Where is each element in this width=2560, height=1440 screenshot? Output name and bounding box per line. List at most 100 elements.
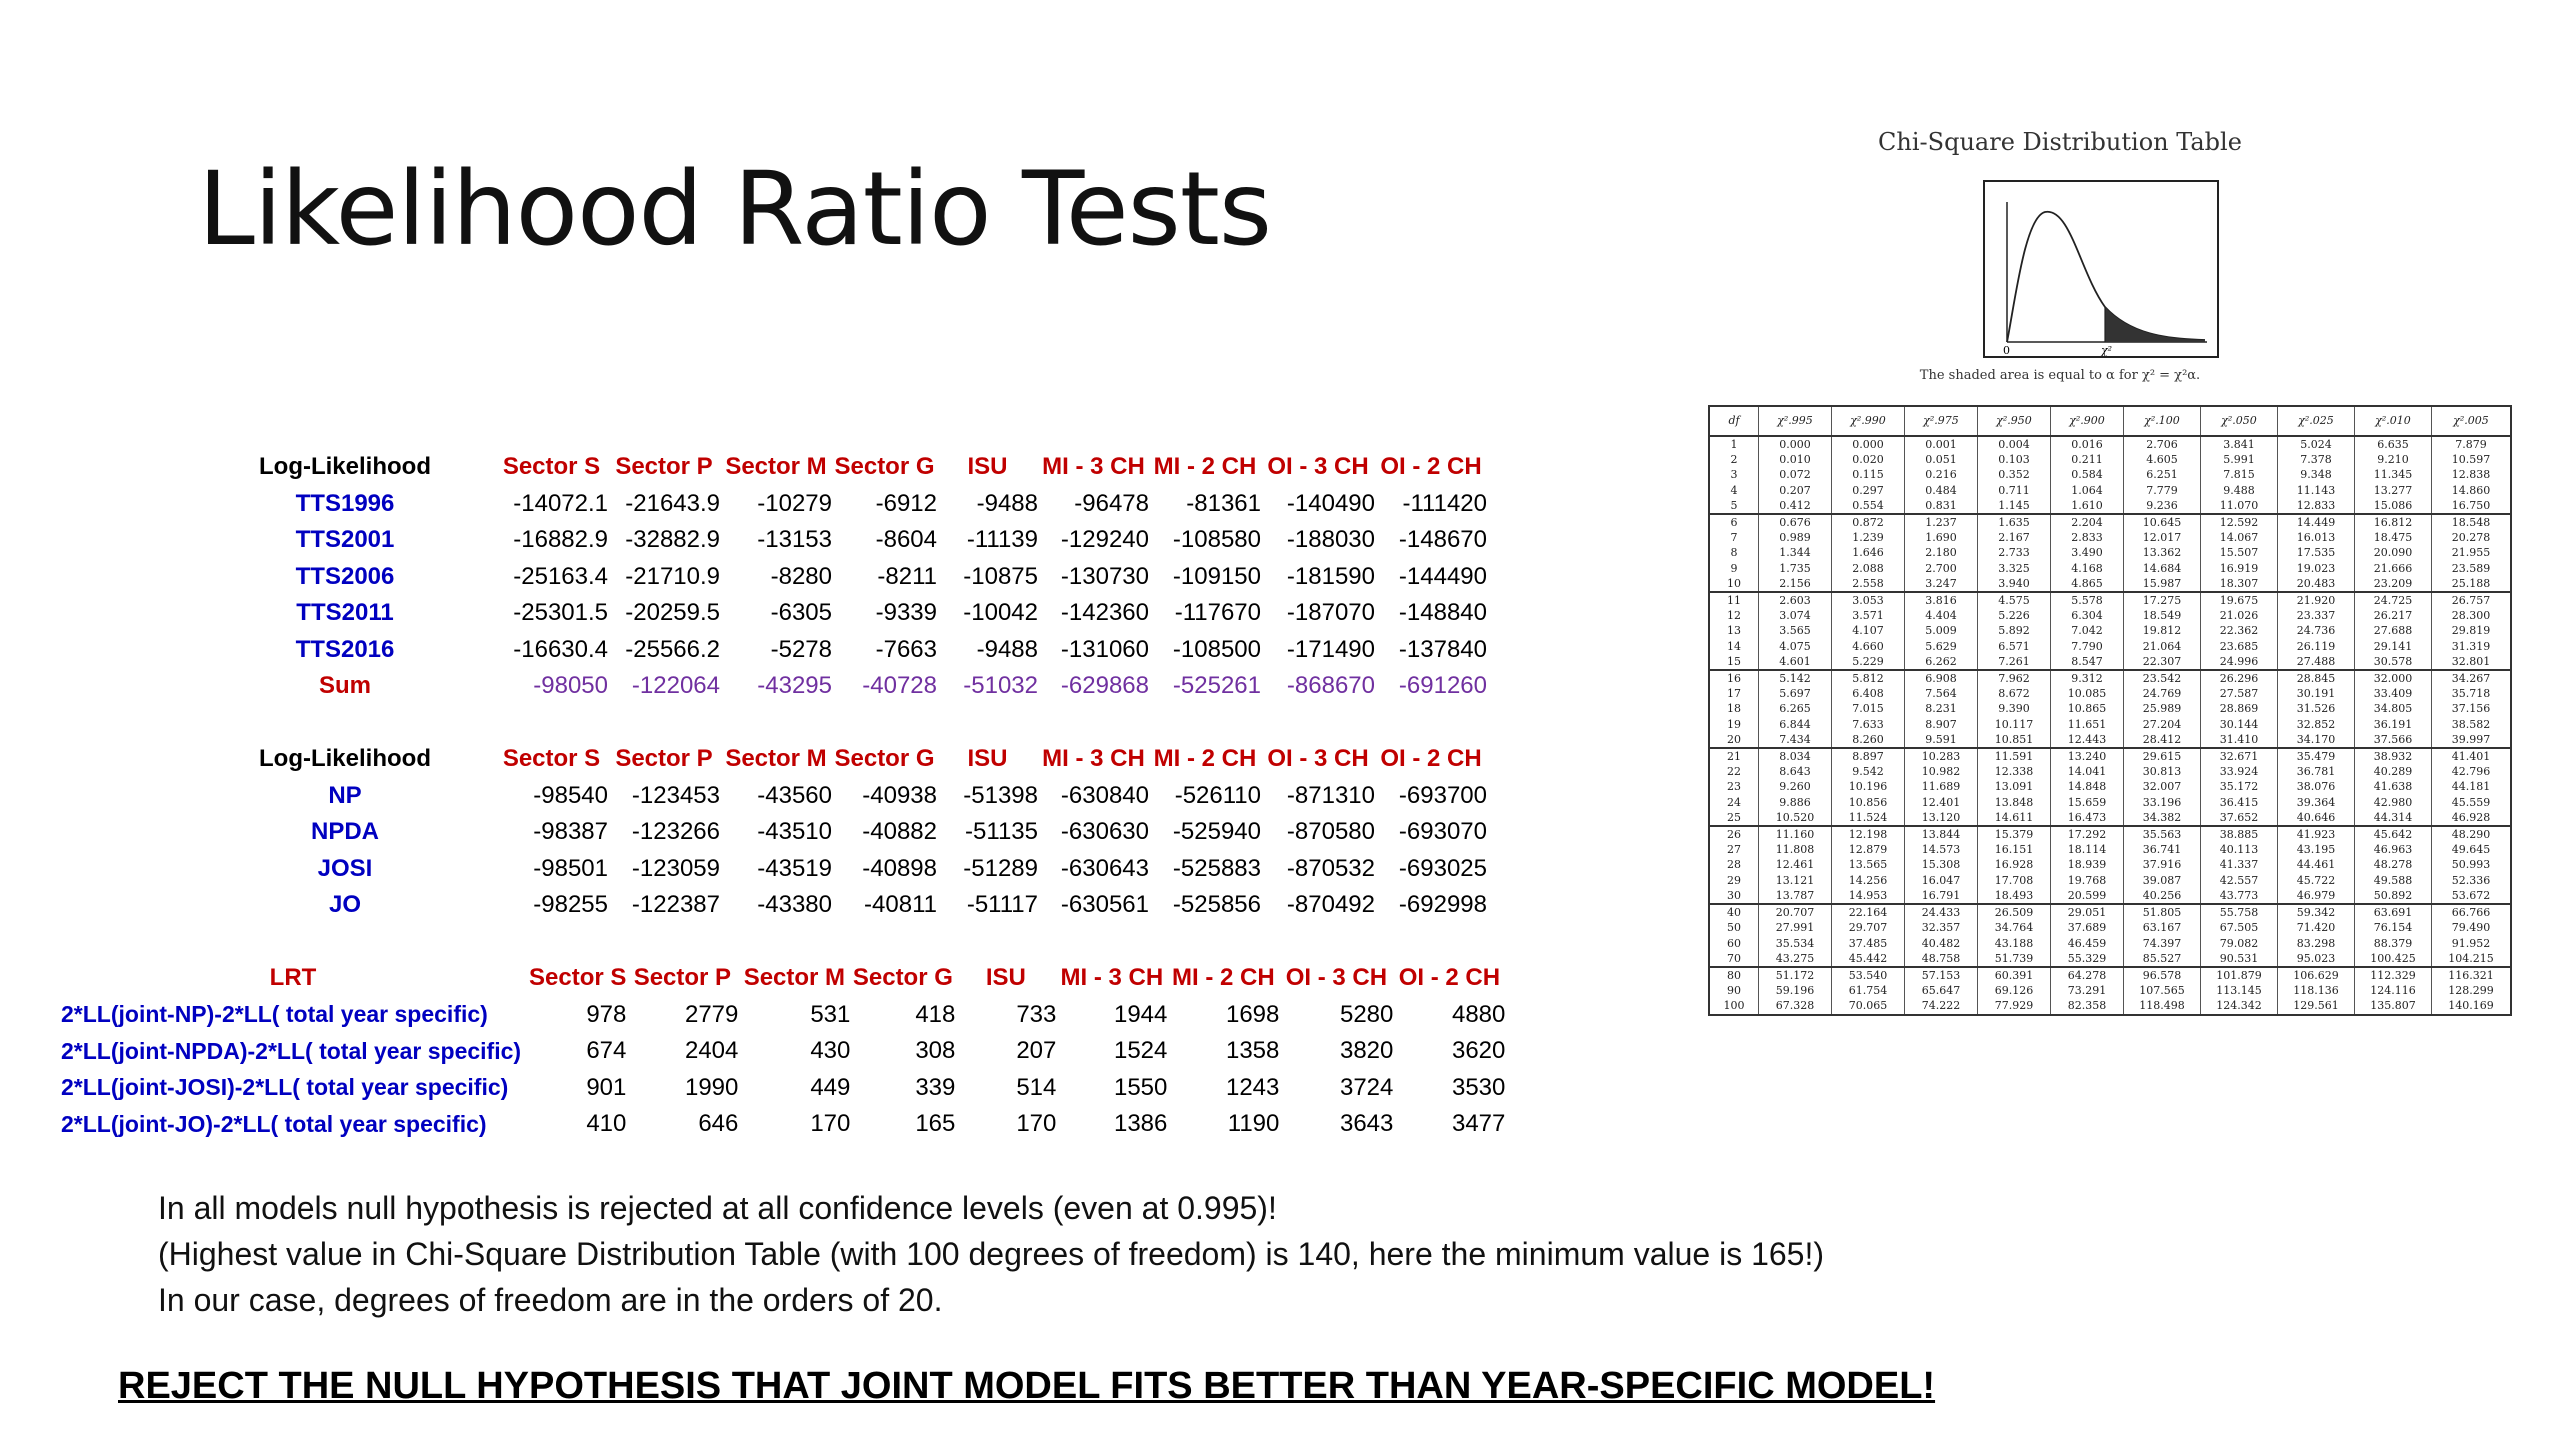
chi-value-cell: 1.635	[1977, 514, 2051, 531]
chi-value-cell: 26.296	[2200, 670, 2278, 687]
chi-column-header: χ².990	[1831, 406, 1905, 437]
chi-table-row: 21 8.034 8.897 10.283 11.591 13.240 29.615 32.6…	[1708, 748, 2511, 765]
cell: 674	[586, 1037, 627, 1065]
chi-value-cell: 12.017	[2123, 530, 2201, 546]
cell: -525940	[1172, 818, 1261, 846]
chi-value-cell: 13.277	[2354, 482, 2432, 498]
chi-value-cell: 23.209	[2354, 575, 2432, 594]
chi-value-cell: 74.222	[1904, 998, 1978, 1015]
cell: 2404	[684, 1037, 739, 1065]
chi-value-cell: 12.198	[1831, 826, 1905, 843]
chi-value-cell: 49.588	[2354, 872, 2432, 888]
chi-square-table-figure: Chi-Square Distribution Table 0 χ² The s…	[1700, 120, 2520, 1170]
chi-df-cell: 24	[1708, 794, 1759, 810]
chi-value-cell: 118.136	[2277, 983, 2355, 999]
sum-cell: -40728	[862, 672, 937, 700]
chi-value-cell: 48.758	[1904, 950, 1978, 968]
cell: -13153	[757, 526, 832, 554]
row-label: 2*LL(joint-JO)-2*LL( total year specific…	[61, 1110, 487, 1137]
chi-df-cell: 30	[1708, 887, 1759, 906]
chi-value-cell: 20.090	[2354, 545, 2432, 561]
cell: 1698	[1225, 1000, 1280, 1028]
cell: -25301.5	[513, 599, 608, 627]
row-label: TTS1996	[295, 489, 395, 517]
chi-value-cell: 0.001	[1904, 436, 1978, 453]
cell: -140490	[1286, 489, 1375, 517]
chi-df-cell: 14	[1708, 638, 1759, 654]
chi-value-cell: 129.561	[2277, 998, 2355, 1015]
cell: 978	[586, 1000, 627, 1028]
chi-value-cell: 4.404	[1904, 608, 1978, 624]
chi-table-caption: The shaded area is equal to α for χ² = χ…	[1919, 368, 2201, 383]
chi-value-cell: 7.378	[2277, 452, 2355, 468]
chi-value-cell: 24.769	[2123, 686, 2201, 702]
chi-value-cell: 23.589	[2431, 560, 2511, 576]
row-label: TTS2016	[295, 635, 395, 663]
column-header: Sector S	[502, 453, 601, 481]
cell: 2779	[684, 1000, 739, 1028]
chi-value-cell: 46.928	[2431, 809, 2511, 828]
chi-value-cell: 40.256	[2123, 887, 2201, 906]
column-header: ISU	[967, 745, 1008, 773]
chi-value-cell: 10.520	[1758, 809, 1832, 828]
chi-value-cell: 9.236	[2123, 497, 2201, 516]
chi-table-row: 2 0.010 0.020 0.051 0.103 0.211 4.605 5.991 7.37…	[1708, 452, 2511, 468]
cell: -20259.5	[625, 599, 720, 627]
chi-value-cell: 13.848	[1977, 794, 2051, 810]
chi-column-header: χ².010	[2354, 406, 2432, 437]
chi-df-cell: 15	[1708, 653, 1759, 672]
chi-value-cell: 29.051	[2050, 904, 2124, 921]
chi-table-row: 22 8.643 9.542 10.982 12.338 14.041 30.813 33.9…	[1708, 764, 2511, 780]
chi-value-cell: 40.646	[2277, 809, 2355, 828]
chi-value-cell: 3.490	[2050, 545, 2124, 561]
table-row: JO -98255 -122387 -43380 -40811 -51117 -…	[195, 887, 1487, 924]
chi-df-cell: 19	[1708, 716, 1759, 732]
chi-value-cell: 43.195	[2277, 842, 2355, 858]
chi-value-cell: 17.708	[1977, 872, 2051, 888]
cell: -142360	[1060, 599, 1149, 627]
chi-value-cell: 37.689	[2050, 920, 2124, 936]
chi-value-cell: 18.549	[2123, 608, 2201, 624]
cell: 3530	[1451, 1073, 1506, 1101]
chi-value-cell: 13.362	[2123, 545, 2201, 561]
chi-df-cell: 27	[1708, 842, 1759, 858]
chi-value-cell: 10.856	[1831, 794, 1905, 810]
chi-value-cell: 34.764	[1977, 920, 2051, 936]
chi-table-row: 24 9.886 10.856 12.401 13.848 15.659 33.196 36.…	[1708, 794, 2511, 810]
cell: -10875	[963, 562, 1038, 590]
chi-value-cell: 30.813	[2123, 764, 2201, 780]
chi-value-cell: 6.251	[2123, 467, 2201, 483]
chi-value-cell: 6.908	[1904, 670, 1978, 687]
chi-value-cell: 5.991	[2200, 452, 2278, 468]
page-title: Likelihood Ratio Tests	[198, 150, 1272, 269]
chi-table-row: 26 11.160 12.198 13.844 15.379 17.292 35.563 38…	[1708, 826, 2511, 843]
cell: -9488	[976, 489, 1038, 517]
chi-df-cell: 50	[1708, 920, 1759, 936]
chi-value-cell: 5.578	[2050, 592, 2124, 609]
chi-table-row: 25 10.520 11.524 13.120 14.611 16.473 34.382 37…	[1708, 809, 2511, 828]
chi-value-cell: 8.907	[1904, 716, 1978, 732]
chi-value-cell: 104.215	[2431, 950, 2511, 968]
note-line: In our case, degrees of freedom are in t…	[158, 1282, 943, 1318]
chi-value-cell: 35.718	[2431, 686, 2511, 702]
chi-value-cell: 8.034	[1758, 748, 1832, 765]
chi-df-cell: 22	[1708, 764, 1759, 780]
chi-value-cell: 10.283	[1904, 748, 1978, 765]
cell: -8280	[770, 562, 832, 590]
cell: -693700	[1398, 781, 1487, 809]
chi-table-title: Chi-Square Distribution Table	[1878, 128, 2242, 156]
chi-value-cell: 37.156	[2431, 701, 2511, 717]
chi-value-cell: 43.188	[1977, 935, 2051, 951]
chi-value-cell: 124.116	[2354, 983, 2432, 999]
chi-value-cell: 22.307	[2123, 653, 2201, 672]
cell: -692998	[1398, 891, 1487, 919]
row-label: NPDA	[310, 818, 379, 846]
chi-value-cell: 7.779	[2123, 482, 2201, 498]
chi-value-cell: 14.067	[2200, 530, 2278, 546]
row-header: Log-Likelihood	[259, 745, 431, 773]
chi-value-cell: 13.091	[1977, 779, 2051, 795]
chi-value-cell: 35.534	[1758, 935, 1832, 951]
chi-value-cell: 67.505	[2200, 920, 2278, 936]
row-label: 2*LL(joint-NPDA)-2*LL( total year specif…	[61, 1037, 522, 1064]
chi-value-cell: 10.117	[1977, 716, 2051, 732]
